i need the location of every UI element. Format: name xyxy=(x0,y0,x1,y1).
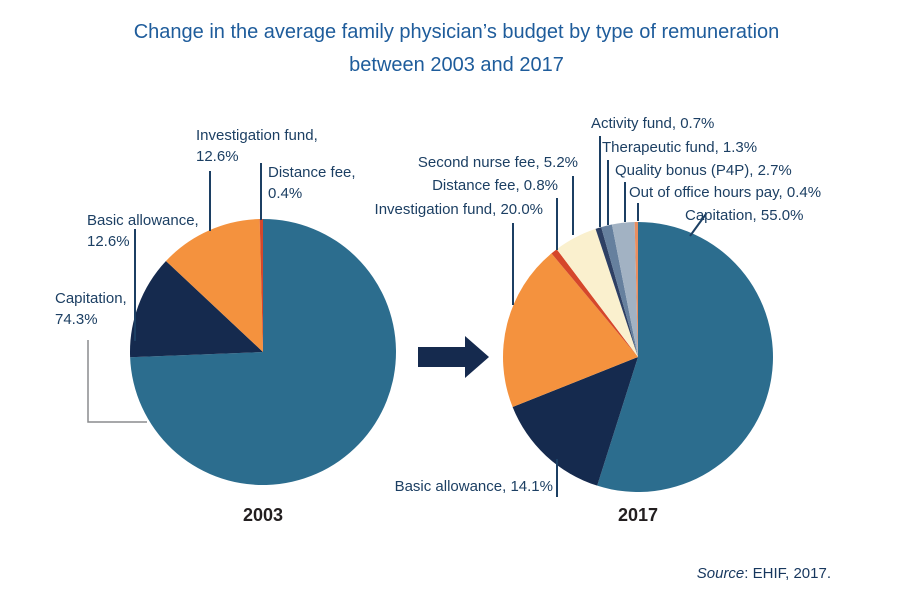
label-2003-distance-fee: Distance fee, 0.4% xyxy=(268,164,356,202)
pie-2017-slice-basic-allowance xyxy=(512,357,638,486)
pie-2003-slice-distance-fee xyxy=(259,218,263,352)
pie-2017-slice-investigation-fund xyxy=(502,253,638,407)
label-2003-capitation: Capitation, 74.3% xyxy=(55,290,127,328)
pie-2017-slice-quality-bonus-p4p xyxy=(611,222,638,357)
label-2017-capitation: Capitation, 55.0% xyxy=(685,207,804,224)
leader-2003-capitation xyxy=(87,340,147,423)
pie-2017-slice-second-nurse-fee xyxy=(556,228,638,357)
leader-2017-capitation xyxy=(689,213,707,237)
pie-2017-slice-therapeutic-fund xyxy=(601,224,638,357)
pie-2017-slice-activity-fund xyxy=(595,227,638,357)
label-2017-investigation-fund: Investigation fund, 20.0% xyxy=(374,201,543,218)
transition-arrow-icon xyxy=(418,336,489,378)
label-2017-quality-bonus-p4p: Quality bonus (P4P), 2.7% xyxy=(615,162,792,179)
source-label: Source xyxy=(696,565,745,582)
label-2017-out-of-office-hours-pay: Out of office hours pay, 0.4% xyxy=(629,184,822,201)
pie-2017-slice-out-of-office-hours-pay xyxy=(634,221,638,357)
pie-2017-slice-capitation xyxy=(597,222,773,492)
label-2003-basic-allowance: Basic allowance, 12.6% xyxy=(87,212,199,250)
label-2017-therapeutic-fund: Therapeutic fund, 1.3% xyxy=(602,139,758,156)
pie-2017-slice-distance-fee xyxy=(551,249,638,357)
pie-2003-slice-basic-allowance xyxy=(129,261,263,358)
pie-2003-slice-capitation xyxy=(130,219,396,485)
source-note: Source: EHIF, 2017. xyxy=(697,565,831,582)
source-text: : EHIF, 2017. xyxy=(744,565,831,582)
figure-title: Change in the average family physician’s… xyxy=(0,16,913,82)
label-2017-distance-fee: Distance fee, 0.8% xyxy=(432,177,558,194)
pie-2003-slice-investigation-fund xyxy=(165,219,263,352)
figure-title-line1: Change in the average family physician’s… xyxy=(133,21,780,43)
caption-2003: 2003 xyxy=(242,505,284,525)
figure-title-line2: between 2003 and 2017 xyxy=(349,54,564,76)
label-2017-activity-fund: Activity fund, 0.7% xyxy=(591,115,715,132)
label-2017-basic-allowance: Basic allowance, 14.1% xyxy=(394,478,553,495)
caption-2017: 2017 xyxy=(617,505,659,525)
label-2017-second-nurse-fee: Second nurse fee, 5.2% xyxy=(417,154,578,171)
label-2003-investigation-fund: Investigation fund, 12.6% xyxy=(196,127,318,165)
